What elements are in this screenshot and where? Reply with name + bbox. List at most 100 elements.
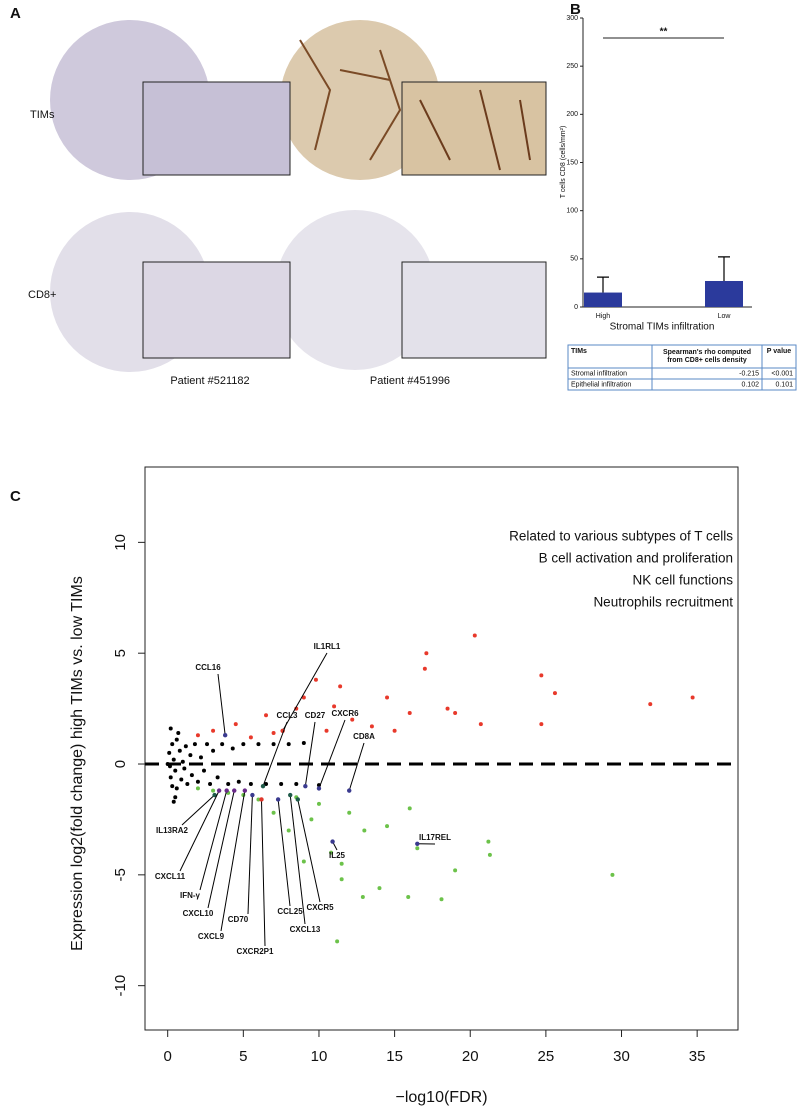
histology-images	[50, 20, 547, 372]
point	[170, 784, 175, 789]
table-cell: 0.102	[741, 381, 759, 388]
point	[271, 730, 276, 735]
point	[385, 824, 390, 829]
leader-line	[199, 790, 228, 891]
point	[168, 726, 173, 731]
bar	[705, 280, 743, 307]
point	[248, 781, 253, 786]
point	[180, 759, 185, 764]
point	[453, 868, 458, 873]
point	[182, 766, 187, 771]
point	[377, 886, 382, 891]
point	[486, 839, 491, 844]
inset	[142, 81, 291, 176]
point	[195, 779, 200, 784]
point	[335, 939, 340, 944]
point	[220, 742, 225, 747]
point	[439, 897, 444, 902]
tissue-core	[275, 210, 435, 370]
point	[215, 775, 220, 780]
annotation: NK cell functions	[632, 573, 733, 588]
point	[309, 817, 314, 822]
point	[177, 748, 182, 753]
point	[316, 801, 321, 806]
point	[415, 846, 420, 851]
y-tick-label: 5	[112, 649, 129, 657]
gene-label: IL25	[329, 851, 346, 860]
tissue-core	[280, 20, 440, 180]
point	[539, 673, 544, 678]
point	[424, 651, 429, 656]
gene-point	[224, 788, 229, 793]
point	[188, 753, 193, 758]
point	[256, 797, 261, 802]
gene-label: CD8A	[353, 732, 375, 741]
point	[279, 781, 284, 786]
x-tick-label: High	[596, 313, 611, 320]
point	[329, 850, 334, 855]
gene-point	[347, 788, 352, 793]
point	[179, 777, 184, 782]
point	[301, 859, 306, 864]
row-label: TIMs	[30, 109, 55, 121]
point	[201, 768, 206, 773]
y-tick-label: 0	[112, 760, 129, 768]
point	[174, 737, 179, 742]
point	[301, 695, 306, 700]
gene-label: CXCR2P1	[237, 947, 274, 956]
point	[173, 795, 178, 800]
point	[174, 786, 179, 791]
error-bar	[718, 256, 730, 281]
gene-point	[303, 783, 308, 789]
gene-point	[222, 733, 228, 738]
annotation: B cell activation and proliferation	[539, 551, 733, 566]
table-cell: <0.001	[771, 370, 793, 377]
point	[195, 786, 200, 791]
point	[324, 728, 329, 733]
leader-line	[179, 790, 220, 872]
leader-line	[297, 799, 321, 903]
y-tick-label: 300	[566, 15, 578, 22]
point	[552, 691, 557, 696]
leader-line	[217, 673, 226, 736]
point	[208, 781, 213, 786]
gene-label: IL13RA2	[156, 826, 189, 835]
gene-point	[295, 797, 300, 802]
gene-label: CXCL10	[183, 909, 214, 918]
point	[192, 742, 197, 747]
point	[248, 735, 253, 740]
point	[173, 768, 178, 773]
error-bar	[597, 276, 609, 293]
point	[338, 684, 343, 689]
point	[350, 717, 355, 722]
y-tick-label: -10	[112, 975, 129, 997]
point	[472, 633, 477, 638]
point	[539, 722, 544, 727]
x-tick-label: 35	[689, 1048, 706, 1065]
plot-frame	[144, 466, 739, 1031]
point	[176, 730, 181, 735]
bar	[584, 292, 622, 307]
point	[211, 748, 216, 753]
point	[487, 852, 492, 857]
gene-label: CXCL11	[155, 872, 186, 881]
point	[256, 742, 261, 747]
point	[183, 744, 188, 749]
y-axis-label: Expression log2(fold change) high TIMs v…	[69, 576, 86, 951]
gene-label: IL1RL1	[314, 642, 341, 651]
table-header: TIMs	[571, 348, 587, 355]
panel-letter: C	[10, 488, 21, 505]
table-header: P value	[767, 348, 791, 355]
table: TIMs Spearman's rho computed from CD8+ cel…	[567, 344, 797, 391]
annotation: Related to various subtypes of T cells	[509, 529, 733, 544]
point	[422, 666, 427, 671]
x-axis-label: −log10(FDR)	[395, 1089, 487, 1106]
point	[453, 711, 458, 716]
gene-label: CCL25	[277, 907, 303, 916]
x-tick-label: 0	[164, 1048, 172, 1065]
point	[211, 728, 216, 733]
leader-line	[181, 794, 215, 826]
x-tick-label: 30	[613, 1048, 630, 1065]
point	[195, 733, 200, 738]
